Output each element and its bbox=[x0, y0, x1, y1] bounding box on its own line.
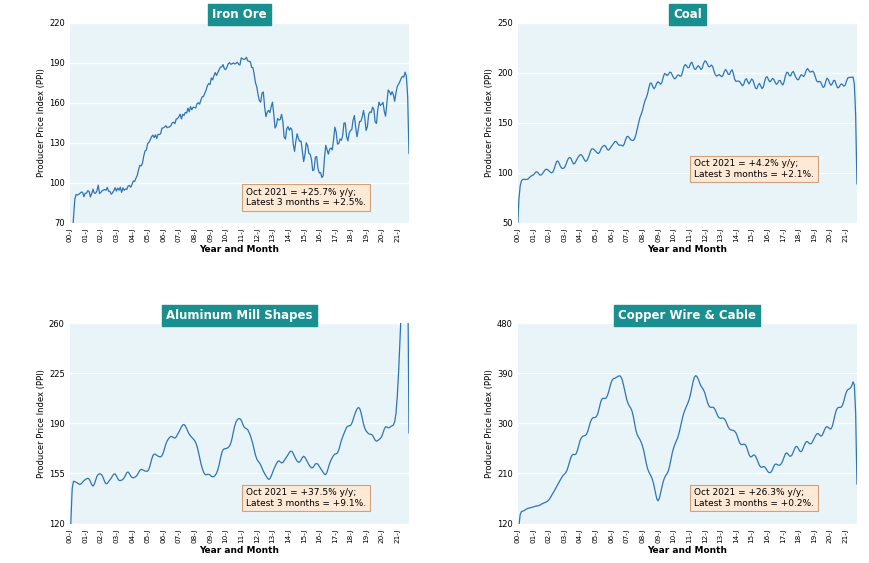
Title: Coal: Coal bbox=[672, 8, 700, 21]
Text: Oct 2021 = +37.5% y/y;
Latest 3 months = +9.1%.: Oct 2021 = +37.5% y/y; Latest 3 months =… bbox=[246, 488, 366, 508]
X-axis label: Year and Month: Year and Month bbox=[199, 546, 279, 555]
Y-axis label: Producer Price Index (PPI): Producer Price Index (PPI) bbox=[485, 68, 494, 177]
Title: Copper Wire & Cable: Copper Wire & Cable bbox=[618, 309, 755, 322]
Y-axis label: Producer Price Index (PPI): Producer Price Index (PPI) bbox=[485, 369, 494, 478]
Y-axis label: Producer Price Index (PPI): Producer Price Index (PPI) bbox=[37, 369, 46, 478]
Text: Oct 2021 = +4.2% y/y;
Latest 3 months = +2.1%.: Oct 2021 = +4.2% y/y; Latest 3 months = … bbox=[693, 159, 813, 179]
X-axis label: Year and Month: Year and Month bbox=[199, 245, 279, 254]
X-axis label: Year and Month: Year and Month bbox=[647, 546, 726, 555]
Text: Oct 2021 = +26.3% y/y;
Latest 3 months = +0.2%.: Oct 2021 = +26.3% y/y; Latest 3 months =… bbox=[693, 488, 813, 508]
X-axis label: Year and Month: Year and Month bbox=[647, 245, 726, 254]
Text: Oct 2021 = +25.7% y/y;
Latest 3 months = +2.5%.: Oct 2021 = +25.7% y/y; Latest 3 months =… bbox=[246, 187, 366, 207]
Title: Aluminum Mill Shapes: Aluminum Mill Shapes bbox=[166, 309, 312, 322]
Y-axis label: Producer Price Index (PPI): Producer Price Index (PPI) bbox=[37, 68, 46, 177]
Title: Iron Ore: Iron Ore bbox=[212, 8, 266, 21]
